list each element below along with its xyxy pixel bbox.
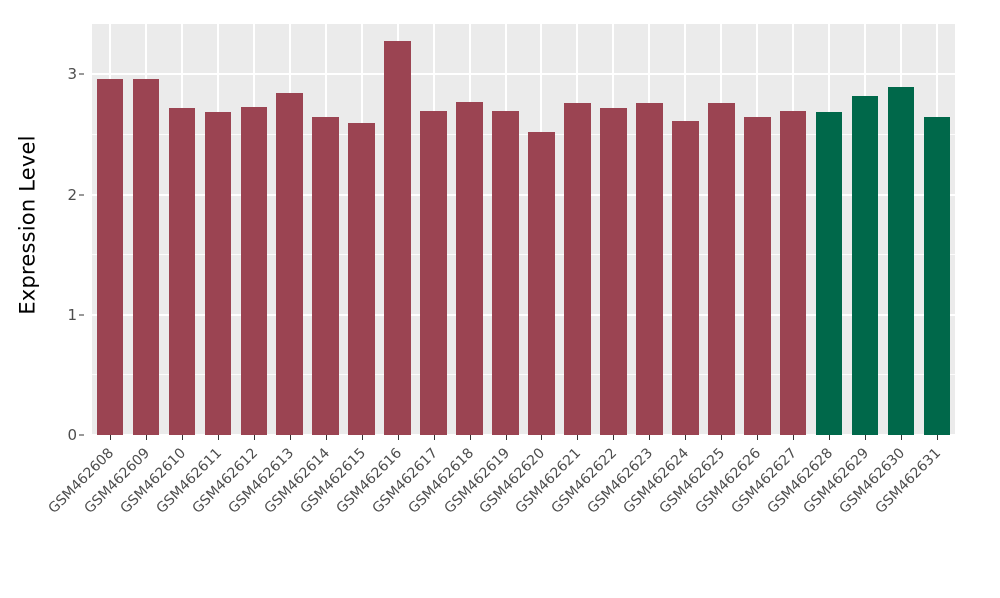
bar [420,110,447,435]
bar [384,40,411,435]
bar [923,116,951,435]
plot-panel [92,24,955,435]
grid-line-minor [92,254,955,256]
x-axis-tick-mark [361,435,363,440]
x-axis-tick-mark [937,435,939,440]
grid-line-major [92,434,955,435]
x-axis-tick-mark [721,435,723,440]
bar [851,96,879,435]
bar [815,111,843,435]
y-axis-tick-mark [79,434,84,436]
x-axis-tick-mark [613,435,615,440]
bar [132,79,160,435]
x-axis-ticks [92,435,955,441]
grid-line-minor [92,374,955,376]
x-axis-tick-mark [541,435,543,440]
x-axis-tick-mark [793,435,795,440]
bar [492,110,519,435]
x-axis-labels: GSM462608 GSM462609 GSM462610 GSM462611 GSM4… [45,441,955,580]
y-axis-ticks: 0 1 2 3 [56,0,86,450]
x-axis-tick-mark [505,435,507,440]
x-axis-tick-mark [325,435,327,440]
grid-line-minor [92,134,955,136]
x-axis-tick-mark [289,435,291,440]
y-axis-tick-label: 0 [67,426,77,444]
y-axis-tick-mark [79,194,84,196]
y-axis-title: Expression Level [0,0,56,450]
x-axis-tick-mark [685,435,687,440]
bar [96,79,124,435]
y-axis-tick-label: 1 [67,305,77,324]
bar [743,116,771,435]
bar [636,103,663,435]
x-axis-tick-mark [109,435,111,440]
y-axis-tick-label: 2 [67,185,77,204]
bar [168,108,196,435]
bar [348,122,375,435]
x-axis-tick-mark [829,435,831,440]
bar [312,116,340,435]
bar [204,111,232,435]
x-axis-tick-mark [433,435,435,440]
bar-chart: Expression Level 0 1 2 3 GSM462608 GSM462609… [0,0,955,580]
y-axis-tick-mark [79,73,84,75]
bars-layer [92,24,955,435]
x-axis-tick-mark [181,435,183,440]
x-axis-tick-mark [757,435,759,440]
x-axis-tick-mark [217,435,219,440]
x-axis-tick-mark [577,435,579,440]
x-axis-tick-mark [901,435,903,440]
x-axis-tick-mark [469,435,471,440]
x-axis-tick-mark [865,435,867,440]
bar [276,92,304,435]
bar [600,108,627,435]
y-axis-title-label: Expression Level [16,135,40,315]
grid-line-major [92,73,955,76]
x-axis-tick-mark [145,435,147,440]
bar [672,121,699,435]
bar [887,86,915,435]
grid-line-major [92,193,955,196]
x-axis-tick-mark [649,435,651,440]
bar [707,103,735,435]
bar [564,103,591,435]
bar [779,110,807,435]
y-axis-tick-label: 3 [67,65,77,84]
y-axis-tick-mark [79,314,84,316]
grid-line-major [92,313,955,316]
bar [456,102,483,435]
bar [240,106,268,435]
x-axis-tick-mark [253,435,255,440]
x-axis-tick-mark [397,435,399,440]
bar [528,132,555,435]
